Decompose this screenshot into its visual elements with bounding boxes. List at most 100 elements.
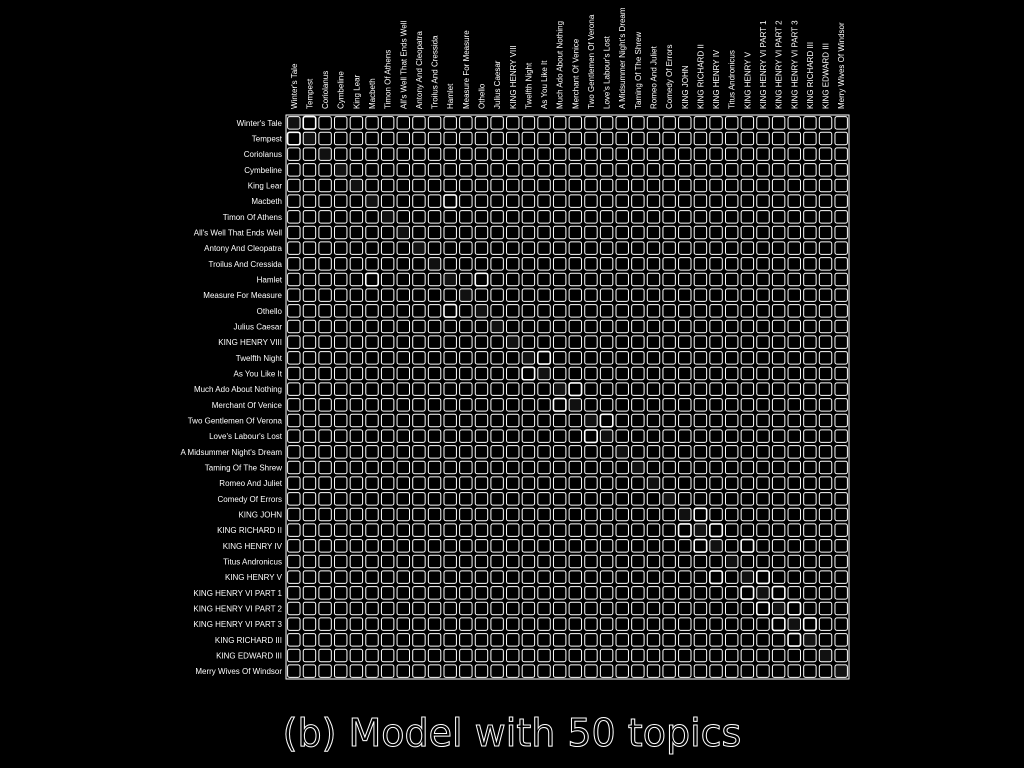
heatmap-cell — [459, 147, 473, 161]
heatmap-cell — [771, 413, 786, 428]
heatmap-cell — [787, 460, 801, 475]
heatmap-cell — [678, 586, 692, 600]
heatmap-cell — [490, 304, 504, 318]
heatmap-cell — [521, 429, 536, 443]
heatmap-cell — [771, 507, 786, 522]
heatmap-cell — [380, 225, 395, 240]
heatmap-cell — [724, 586, 739, 600]
heatmap-cell — [334, 194, 348, 208]
heatmap-cell — [709, 351, 723, 365]
heatmap-cell — [662, 539, 676, 553]
heatmap-cell — [568, 116, 583, 130]
heatmap-cell — [506, 319, 520, 334]
heatmap-cell — [834, 460, 848, 475]
heatmap-frame — [285, 114, 850, 680]
heatmap-cell — [506, 429, 520, 443]
heatmap-cell — [427, 570, 442, 584]
heatmap-cell — [396, 601, 411, 616]
heatmap-cell — [834, 570, 848, 584]
heatmap-cell — [318, 460, 332, 475]
heatmap-cell — [678, 413, 692, 428]
heatmap-cell — [599, 633, 614, 647]
heatmap-cell — [631, 664, 645, 678]
heatmap-cell — [537, 617, 551, 631]
heatmap-cell — [662, 147, 676, 161]
heatmap-cell — [568, 335, 583, 349]
heatmap-cell — [287, 601, 301, 616]
heatmap-cell — [506, 288, 520, 302]
heatmap-cell — [552, 429, 567, 443]
heatmap-cell — [834, 413, 848, 428]
heatmap-cell — [521, 335, 536, 349]
heatmap-cell — [286, 131, 301, 146]
heatmap-cell — [599, 413, 614, 428]
heatmap-cell — [506, 617, 520, 631]
heatmap-cell — [787, 398, 801, 412]
heatmap-cell — [615, 601, 629, 616]
heatmap-cell — [287, 507, 301, 522]
heatmap-cell — [474, 351, 489, 365]
heatmap-cell — [412, 476, 426, 490]
heatmap-cell — [787, 335, 801, 349]
heatmap-cell — [803, 304, 817, 318]
heatmap-cell — [693, 554, 708, 569]
heatmap-cell — [459, 429, 473, 443]
heatmap-cell — [443, 601, 457, 616]
topic-similarity-heatmap: Winter's Tale Tempest Coriolanus Cymbeline K… — [180, 7, 850, 680]
heatmap-cell — [490, 476, 504, 490]
heatmap-cell — [631, 147, 645, 161]
heatmap-cell — [724, 131, 739, 146]
heatmap-cell — [678, 648, 692, 663]
heatmap-cell — [506, 178, 520, 193]
heatmap-cell — [506, 398, 520, 412]
heatmap-cell — [427, 476, 442, 490]
heatmap-cell — [537, 350, 552, 365]
heatmap-cell — [396, 523, 411, 537]
heatmap-cell — [302, 194, 317, 208]
heatmap-cell — [474, 445, 489, 459]
heatmap-cell — [599, 476, 614, 490]
heatmap-cell — [787, 319, 801, 334]
heatmap-cell — [818, 664, 833, 678]
heatmap-cell — [365, 351, 379, 365]
heatmap-cell — [631, 492, 645, 506]
heatmap-cell — [709, 147, 723, 161]
heatmap-cell — [615, 492, 629, 506]
heatmap-cell — [615, 664, 629, 678]
heatmap-cell — [443, 633, 457, 647]
heatmap-cell — [740, 335, 755, 349]
heatmap-cell — [662, 601, 676, 616]
heatmap-cell — [678, 210, 692, 224]
heatmap-cell — [771, 445, 786, 459]
heatmap-cell — [615, 131, 629, 146]
heatmap-cell — [443, 382, 457, 396]
heatmap-cell — [459, 178, 473, 193]
heatmap-cell — [709, 319, 723, 334]
column-label: KING HENRY VI PART 2 — [775, 20, 784, 109]
row-label: Twelfth Night — [236, 354, 283, 363]
heatmap-cell — [412, 413, 426, 428]
heatmap-cell — [803, 272, 817, 287]
heatmap-cell — [724, 366, 739, 381]
heatmap-cell — [552, 366, 567, 381]
heatmap-cell-diagonal — [521, 351, 536, 365]
heatmap-cell — [506, 351, 520, 365]
column-label: Titus Andronicus — [728, 50, 737, 109]
heatmap-cell — [537, 178, 551, 193]
heatmap-cell — [334, 304, 348, 318]
heatmap-cell — [599, 272, 614, 287]
heatmap-cell — [318, 507, 332, 522]
heatmap-cell — [443, 210, 457, 224]
heatmap-cell — [693, 288, 708, 302]
heatmap-cell — [474, 523, 489, 537]
heatmap-cell — [365, 335, 379, 349]
heatmap-cell — [365, 664, 379, 678]
heatmap-cell — [803, 539, 817, 553]
heatmap-cell — [599, 460, 614, 475]
heatmap-cell — [537, 648, 551, 663]
heatmap-cell — [803, 147, 817, 161]
heatmap-cell — [568, 241, 583, 255]
heatmap-cell — [552, 131, 567, 146]
heatmap-cell — [521, 225, 536, 240]
heatmap-cell — [490, 633, 504, 647]
